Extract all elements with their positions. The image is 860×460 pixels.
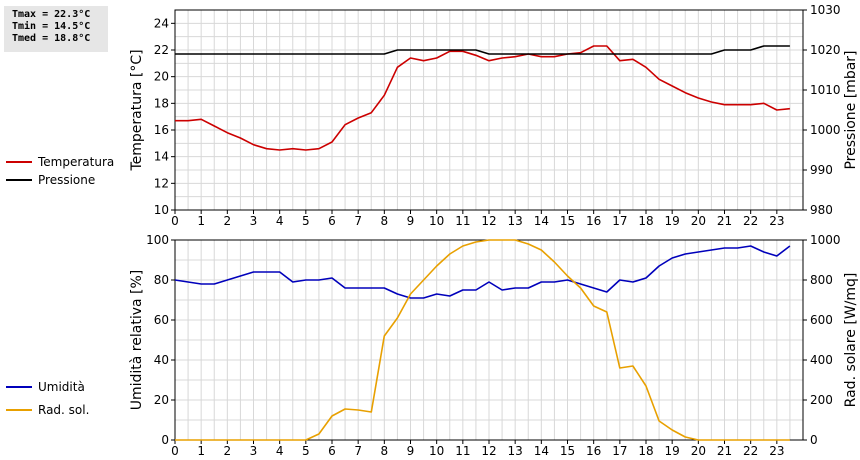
y-right-tick-label: 1000	[810, 123, 841, 137]
chart-panel-1: 0 1 2 3 4 5 6 7 8 9 10 11 12 13 14 15 16 17 18 19 20 21 22 2310…	[6, 3, 859, 228]
x-tick-label: 5	[302, 444, 310, 458]
y-right-tick-label: 1000	[810, 233, 841, 247]
x-tick-label: 19	[665, 444, 680, 458]
x-tick-label: 7	[354, 444, 362, 458]
legend-label-rad-sol: Rad. sol.	[38, 403, 89, 417]
x-tick-label: 11	[455, 214, 470, 228]
y-right-axis-title: Rad. solare [W/mq]	[843, 273, 859, 408]
y-left-tick-label: 22	[154, 43, 169, 57]
tmed-label: Tmed = 18.8°C	[12, 33, 91, 44]
y-left-tick-label: 20	[154, 393, 169, 407]
x-tick-label: 13	[508, 444, 523, 458]
x-tick-label: 8	[381, 214, 389, 228]
x-tick-label: 13	[508, 214, 523, 228]
x-tick-label: 21	[717, 214, 732, 228]
x-tick-label: 23	[769, 214, 784, 228]
y-right-tick-label: 980	[810, 203, 833, 217]
y-left-tick-label: 16	[154, 123, 169, 137]
y-left-tick-label: 18	[154, 96, 169, 110]
y-right-tick-label: 0	[810, 433, 818, 447]
x-tick-label: 21	[717, 444, 732, 458]
x-tick-label: 15	[560, 214, 575, 228]
x-tick-label: 1	[197, 214, 205, 228]
x-tick-label: 8	[381, 444, 389, 458]
legend-label-temperatura: Temperatura	[37, 155, 114, 169]
y-right-axis-title: Pressione [mbar]	[843, 50, 859, 169]
y-left-tick-label: 24	[154, 16, 169, 30]
y-left-tick-label: 100	[146, 233, 169, 247]
y-right-tick-label: 1020	[810, 43, 841, 57]
y-right-tick-label: 1030	[810, 3, 841, 17]
x-tick-label: 9	[407, 214, 415, 228]
x-tick-label: 12	[481, 214, 496, 228]
x-tick-label: 18	[638, 444, 653, 458]
chart-panel-2: 0 1 2 3 4 5 6 7 8 9 10 11 12 13 14 15 16 17 18 19 20 21 22 2302…	[6, 233, 859, 458]
x-tick-label: 15	[560, 444, 575, 458]
y-right-tick-label: 990	[810, 163, 833, 177]
x-tick-label: 3	[250, 444, 258, 458]
x-tick-label: 20	[691, 214, 706, 228]
x-tick-label: 22	[743, 444, 758, 458]
series-line-temperatura	[175, 45, 790, 151]
x-tick-label: 20	[691, 444, 706, 458]
y-left-tick-label: 80	[154, 273, 169, 287]
x-tick-label: 14	[534, 444, 549, 458]
x-tick-label: 3	[250, 214, 258, 228]
x-tick-label: 10	[429, 214, 444, 228]
tmin-label: Tmin = 14.5°C	[12, 21, 91, 32]
y-left-axis-title: Umidità relativa [%]	[129, 270, 145, 411]
x-tick-label: 2	[224, 214, 232, 228]
y-right-tick-label: 200	[810, 393, 833, 407]
legend-label-umidit: Umidità	[38, 380, 85, 394]
x-tick-label: 17	[612, 444, 627, 458]
series-line-pressione	[175, 45, 790, 55]
x-tick-label: 17	[612, 214, 627, 228]
x-tick-label: 22	[743, 214, 758, 228]
y-left-tick-label: 14	[154, 150, 169, 164]
x-tick-label: 2	[224, 444, 232, 458]
x-tick-label: 16	[586, 214, 601, 228]
x-tick-label: 0	[171, 214, 179, 228]
legend-label-pressione: Pressione	[38, 173, 95, 187]
x-tick-label: 1	[197, 444, 205, 458]
x-tick-label: 10	[429, 444, 444, 458]
x-tick-label: 14	[534, 214, 549, 228]
x-tick-label: 16	[586, 444, 601, 458]
y-left-tick-label: 0	[161, 433, 169, 447]
y-left-tick-label: 40	[154, 353, 169, 367]
tmax-label: Tmax = 22.3°C	[12, 9, 91, 20]
x-tick-label: 23	[769, 444, 784, 458]
series-line-rad-sol	[175, 239, 790, 441]
x-tick-label: 18	[638, 214, 653, 228]
y-right-tick-label: 1010	[810, 83, 841, 97]
y-left-tick-label: 60	[154, 313, 169, 327]
x-tick-label: 4	[276, 214, 284, 228]
x-tick-label: 19	[665, 214, 680, 228]
x-tick-label: 0	[171, 444, 179, 458]
series-line-umidit	[174, 245, 791, 299]
x-tick-label: 5	[302, 214, 310, 228]
x-tick-label: 7	[354, 214, 362, 228]
y-left-axis-title: Temperatura [°C]	[129, 49, 145, 171]
x-tick-label: 4	[276, 444, 284, 458]
y-left-tick-label: 12	[154, 176, 169, 190]
x-tick-label: 6	[328, 444, 336, 458]
y-right-tick-label: 600	[810, 313, 833, 327]
stats-box: Tmax = 22.3°C Tmin = 14.5°C Tmed = 18.8°…	[4, 6, 108, 52]
y-right-tick-label: 800	[810, 273, 833, 287]
y-left-tick-label: 10	[154, 203, 169, 217]
x-tick-label: 6	[328, 214, 336, 228]
x-tick-label: 11	[455, 444, 470, 458]
x-tick-label: 12	[481, 444, 496, 458]
y-right-tick-label: 400	[810, 353, 833, 367]
y-left-tick-label: 20	[154, 70, 169, 84]
x-tick-label: 9	[407, 444, 415, 458]
